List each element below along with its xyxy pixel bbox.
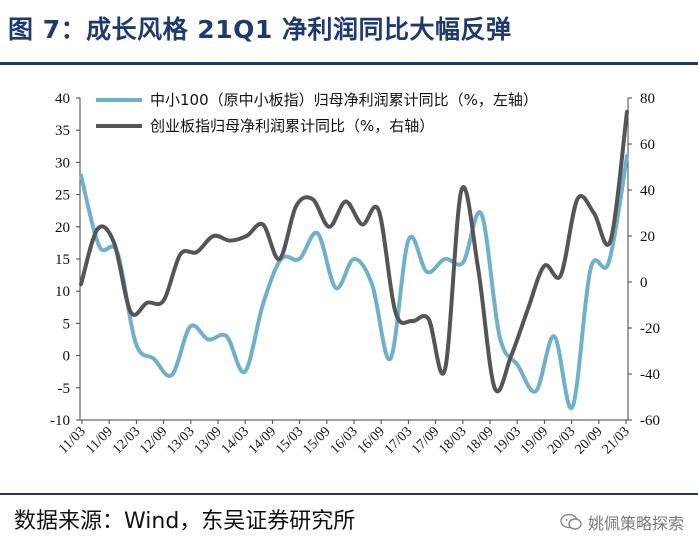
left-tick-label: -5 — [58, 381, 71, 397]
x-tick-label: 15/09 — [300, 424, 333, 457]
right-tick-label: 60 — [640, 137, 655, 153]
x-tick-label: 18/09 — [464, 424, 497, 457]
wechat-icon — [560, 513, 582, 530]
watermark-text: 姚佩策略探索 — [587, 514, 684, 533]
left-tick-label: 10 — [55, 284, 70, 300]
x-tick-label: 11/03 — [56, 424, 89, 457]
legend-label-sme100: 中小100（原中小板指）归母净利润累计同比（%，左轴） — [150, 91, 538, 109]
right-tick-label: 80 — [640, 91, 655, 107]
left-tick-label: 40 — [55, 91, 70, 107]
series-line-sme100 — [79, 154, 629, 410]
x-tick-label: 13/03 — [164, 424, 197, 457]
x-tick-label: 13/09 — [192, 424, 225, 457]
x-tick-label: 12/09 — [137, 424, 170, 457]
left-tick-label: 35 — [55, 123, 70, 139]
chart-title: 图 7：成长风格 21Q1 净利润同比大幅反弹 — [8, 15, 512, 44]
right-tick-label: 40 — [640, 183, 655, 199]
x-tick-label: 11/09 — [83, 424, 116, 457]
legend-label-chinext: 创业板指归母净利润累计同比（%，右轴） — [150, 117, 434, 135]
right-tick-label: -40 — [640, 367, 660, 383]
axes: -10 -5 0 5 10 15 20 25 30 35 40 -60 -40 -20 0 20 40 60 80 1… — [50, 91, 660, 457]
x-tick-label: 20/09 — [572, 424, 605, 457]
x-tick-label: 16/09 — [355, 424, 388, 457]
title-divider — [0, 62, 698, 65]
right-tick-label: 0 — [640, 275, 648, 291]
source-note: 数据来源：Wind，东吴证券研究所 — [14, 509, 356, 534]
x-tick-label: 21/03 — [600, 424, 633, 457]
left-tick-label: 30 — [55, 155, 70, 171]
legend: 中小100（原中小板指）归母净利润累计同比（%，左轴） 创业板指归母净利润累计同… — [96, 91, 538, 135]
x-tick-label: 15/03 — [273, 424, 306, 457]
left-tick-label: 15 — [55, 252, 70, 268]
footer-divider — [0, 493, 698, 495]
right-tick-label: 20 — [640, 229, 655, 245]
x-tick-label: 14/03 — [219, 424, 252, 457]
chart: -10 -5 0 5 10 15 20 25 30 35 40 -60 -40 -20 0 20 40 60 80 1… — [50, 91, 660, 457]
left-tick-label: -10 — [50, 413, 70, 429]
left-tick-label: 25 — [55, 188, 70, 204]
left-tick-label: 5 — [63, 316, 71, 332]
x-tick-label: 20/03 — [545, 424, 578, 457]
left-tick-label: 20 — [55, 220, 70, 236]
x-tick-label: 17/03 — [382, 424, 415, 457]
series-group — [79, 109, 629, 410]
right-tick-label: -60 — [640, 413, 660, 429]
watermark: 姚佩策略探索 — [560, 510, 684, 534]
x-tick-label: 12/03 — [110, 424, 143, 457]
left-tick-label: 0 — [63, 349, 71, 365]
x-tick-label: 19/03 — [491, 424, 524, 457]
x-tick-label: 19/09 — [518, 424, 551, 457]
x-tick-label: 16/03 — [328, 424, 361, 457]
x-tick-label: 18/03 — [436, 424, 469, 457]
x-tick-label: 14/09 — [246, 424, 279, 457]
right-tick-label: -20 — [640, 321, 660, 337]
x-tick-label: 17/09 — [409, 424, 442, 457]
series-line-chinext — [79, 109, 629, 394]
